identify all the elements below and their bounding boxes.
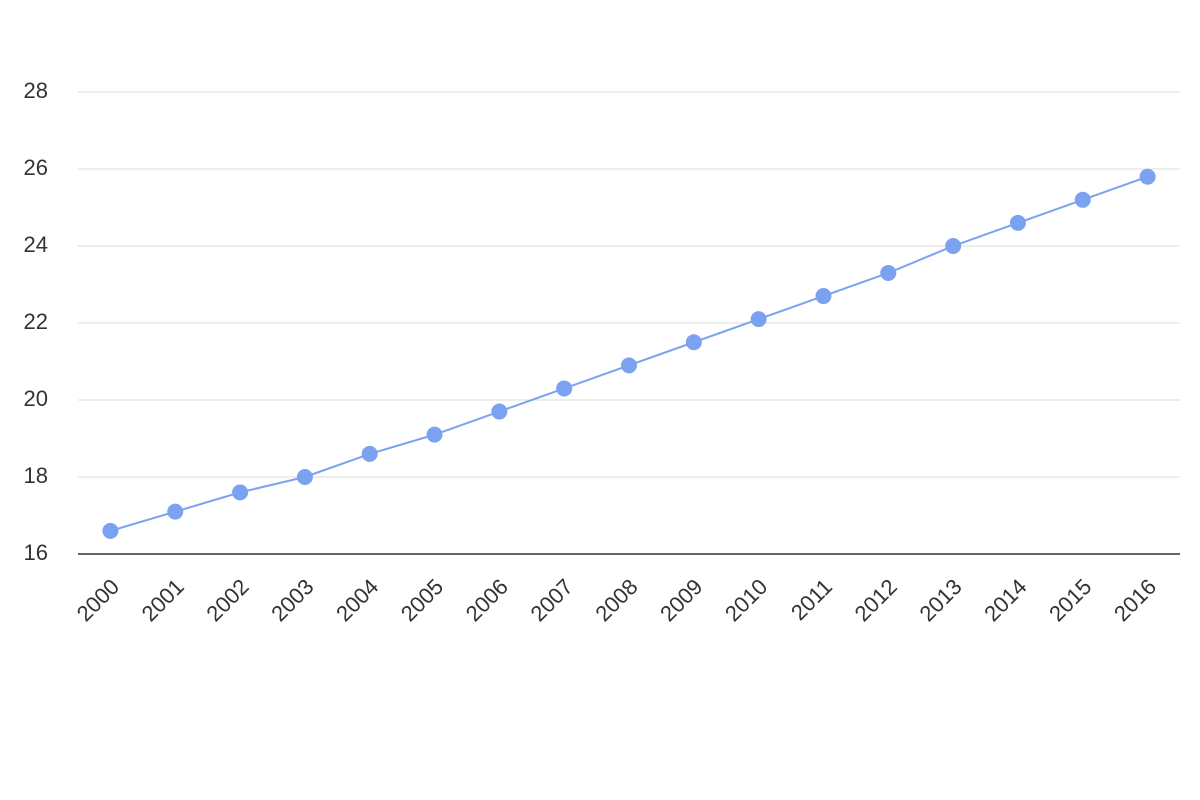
x-tick-label: 2010 [720, 574, 772, 626]
x-tick-label: 2012 [850, 574, 902, 626]
x-tick-label: 2002 [201, 574, 253, 626]
point [232, 484, 249, 501]
x-tick-label: 2004 [331, 574, 383, 626]
x-tick-label: 2001 [137, 574, 189, 626]
x-tick-label: 2007 [526, 574, 578, 626]
x-tick-label: 2009 [655, 574, 707, 626]
point [167, 503, 184, 520]
point [491, 403, 508, 420]
point [361, 445, 378, 462]
x-tick-label: 2016 [1109, 574, 1161, 626]
y-tick-label: 18 [24, 463, 48, 488]
y-tick-label: 28 [24, 78, 48, 103]
point [556, 380, 573, 397]
point [621, 357, 637, 374]
y-tick-label: 22 [24, 309, 48, 334]
point [880, 264, 897, 281]
point [426, 426, 443, 443]
x-tick-label: 2013 [914, 574, 966, 626]
x-tick-label: 2008 [590, 574, 642, 626]
y-tick-label: 20 [24, 386, 48, 411]
point [685, 334, 702, 351]
point [945, 238, 962, 254]
x-tick-label: 2005 [396, 574, 448, 626]
point [750, 311, 767, 328]
point [296, 469, 313, 485]
point [1139, 168, 1156, 185]
point [102, 522, 119, 539]
y-tick-label: 16 [24, 540, 48, 565]
point [1074, 191, 1091, 208]
x-tick-label: 2011 [786, 574, 837, 625]
y-tick-label: 24 [24, 232, 48, 257]
y-tick-label: 26 [24, 155, 48, 180]
point [815, 288, 832, 305]
line [110, 175, 1148, 532]
point [1009, 214, 1026, 231]
x-tick-label: 2006 [461, 574, 513, 626]
x-tick-label: 2014 [979, 574, 1031, 626]
x-tick-label: 2000 [72, 574, 124, 626]
x-tick-label: 2003 [266, 574, 318, 626]
x-tick-label: 2015 [1044, 574, 1096, 626]
